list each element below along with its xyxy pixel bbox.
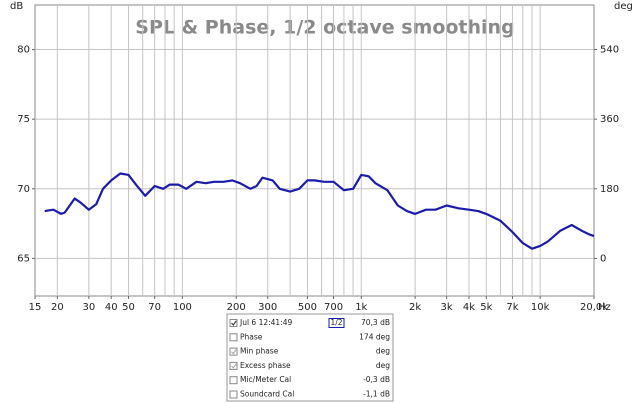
legend-value: deg bbox=[376, 361, 390, 370]
x-tick-label: 500 bbox=[298, 302, 317, 313]
x-axis-label: Hz bbox=[598, 302, 611, 313]
x-tick-label: 2k bbox=[409, 302, 421, 313]
smoothing-box[interactable] bbox=[328, 318, 345, 328]
y2-tick-label: 180 bbox=[600, 184, 619, 195]
check-mark bbox=[231, 363, 237, 369]
check-mark bbox=[231, 320, 237, 326]
legend-value: 174 deg bbox=[359, 332, 390, 341]
y2-tick-label: 360 bbox=[600, 114, 619, 125]
x-tick-label: 10k bbox=[531, 302, 550, 313]
y-axis-label: dB bbox=[10, 1, 23, 12]
legend-value: -1,1 dB bbox=[363, 390, 390, 399]
y2-tick-label: 540 bbox=[600, 45, 619, 56]
y2-tick-label: 0 bbox=[600, 253, 606, 264]
x-tick-label: 4k bbox=[463, 302, 475, 313]
x-tick-label: 15 bbox=[29, 302, 42, 313]
checkbox[interactable] bbox=[229, 333, 238, 342]
x-tick-label: 200 bbox=[227, 302, 246, 313]
legend-name: Soundcard Cal bbox=[240, 390, 294, 399]
x-tick-label: 20,0k bbox=[580, 302, 608, 313]
x-tick-label: 700 bbox=[324, 302, 343, 313]
legend-name: Mic/Meter Cal bbox=[240, 375, 291, 384]
legend-value: -0,3 dB bbox=[363, 375, 390, 384]
legend-name: Min phase bbox=[240, 347, 279, 356]
plot-area bbox=[34, 4, 595, 297]
y-tick-label: 70 bbox=[17, 184, 30, 195]
smoothing-label: 1/2 bbox=[330, 318, 342, 327]
checkbox[interactable] bbox=[229, 319, 238, 327]
y-tick-label: 75 bbox=[17, 114, 30, 125]
x-tick-label: 300 bbox=[258, 302, 277, 313]
x-tick-label: 30 bbox=[82, 302, 95, 313]
x-tick-label: 7k bbox=[506, 302, 518, 313]
checkbox[interactable] bbox=[229, 347, 238, 356]
x-tick-label: 100 bbox=[173, 302, 192, 313]
y-tick-label: 80 bbox=[17, 45, 30, 56]
legend-name: Jul 6 12:41:49 bbox=[239, 318, 293, 327]
chart-title: SPL & Phase, 1/2 octave smoothing bbox=[135, 17, 514, 39]
x-tick-label: 3k bbox=[441, 302, 453, 313]
legend-name: Excess phase bbox=[240, 361, 291, 370]
checkbox[interactable] bbox=[229, 390, 238, 399]
y2-axis-label: deg bbox=[614, 1, 633, 12]
y-tick-label: 65 bbox=[17, 253, 30, 264]
legend-value: deg bbox=[376, 347, 390, 356]
spl-line bbox=[44, 172, 595, 250]
x-tick-label: 1k bbox=[355, 302, 367, 313]
x-tick-label: 20 bbox=[51, 302, 64, 313]
checkbox[interactable] bbox=[229, 361, 238, 370]
legend-panel bbox=[226, 313, 394, 402]
x-tick-label: 5k bbox=[480, 302, 492, 313]
check-mark bbox=[231, 349, 237, 355]
legend-name: Phase bbox=[240, 332, 263, 341]
checkbox[interactable] bbox=[229, 376, 238, 385]
x-tick-label: 70 bbox=[148, 302, 161, 313]
legend-value: 70,3 dB bbox=[361, 318, 390, 327]
x-tick-label: 50 bbox=[122, 302, 135, 313]
x-tick-label: 40 bbox=[105, 302, 118, 313]
